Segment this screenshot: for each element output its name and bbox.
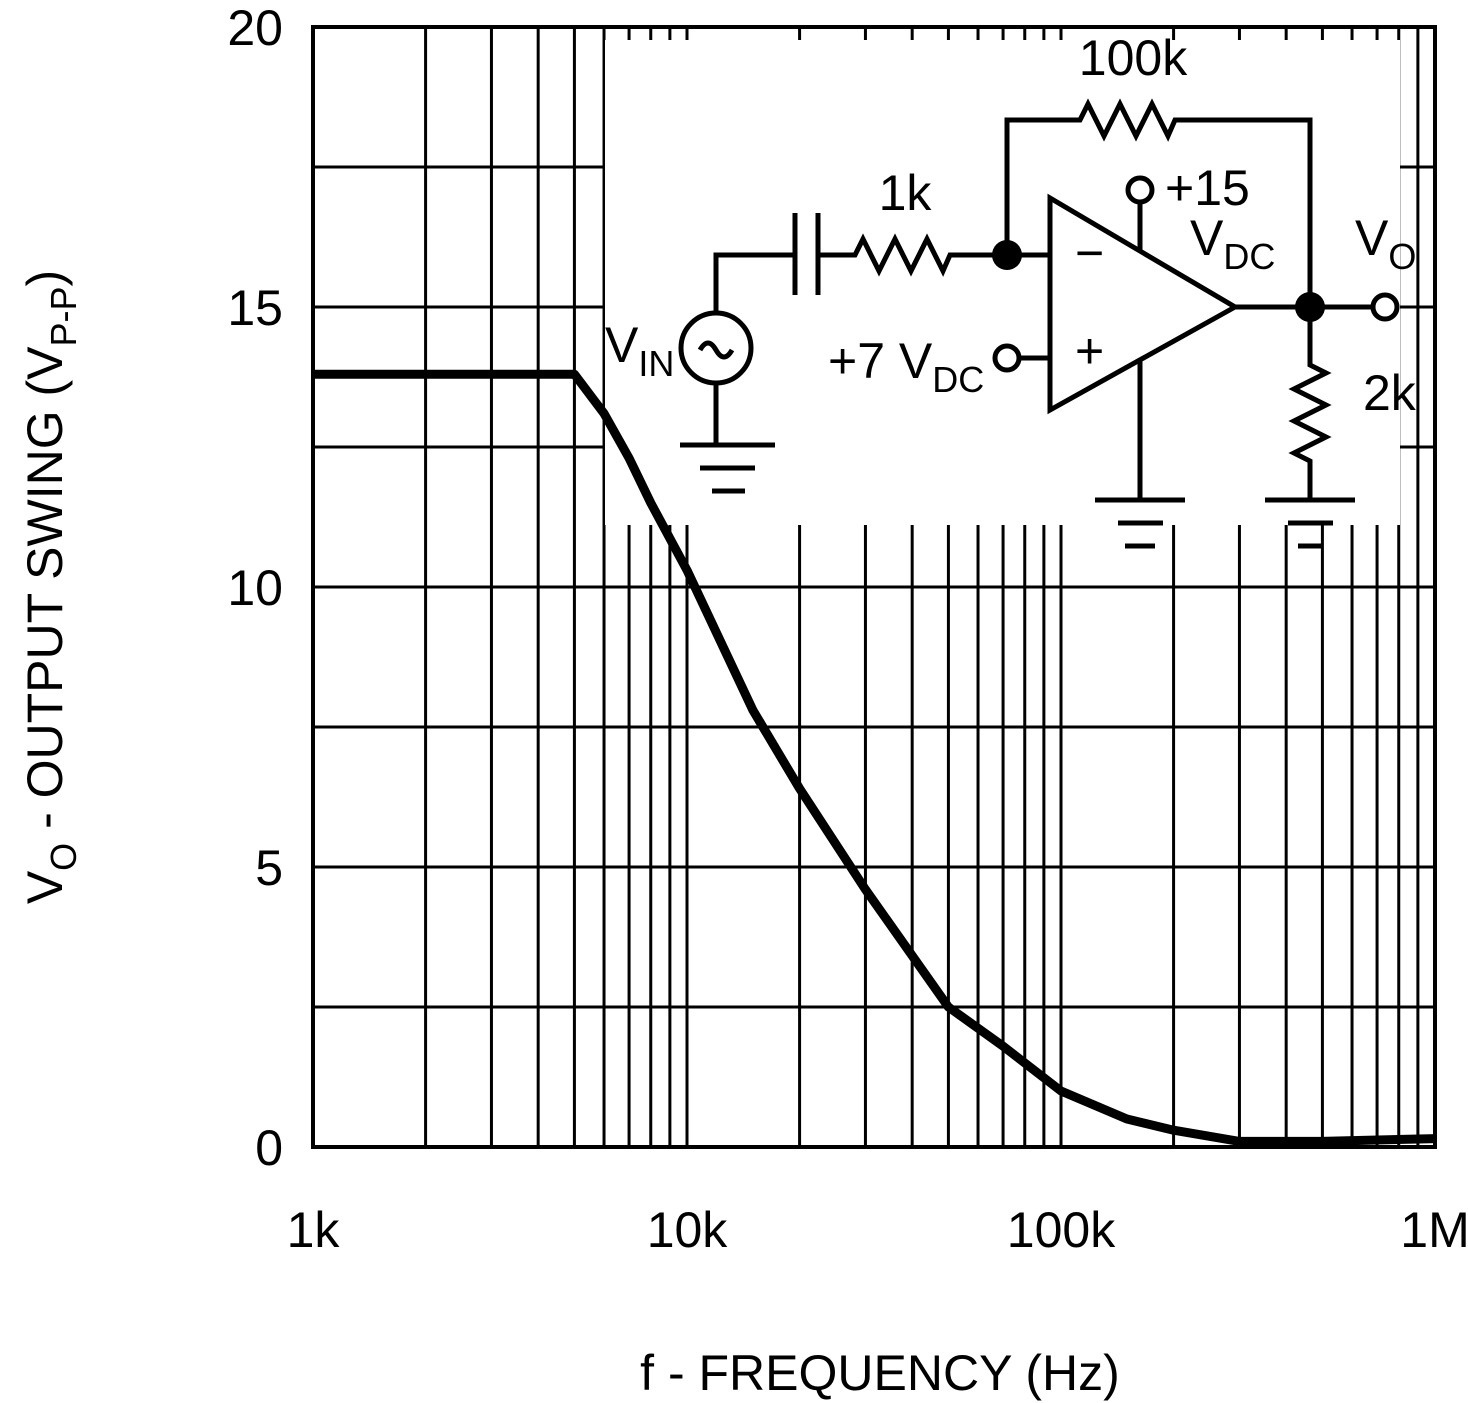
label-part: V	[17, 870, 73, 904]
label: +7 VDC	[828, 333, 984, 400]
label: V	[605, 317, 639, 373]
x-tick-label: 1M	[1400, 1202, 1468, 1258]
subscript: DC	[1223, 236, 1275, 277]
label: VDC	[1190, 210, 1275, 277]
label: V	[1355, 210, 1389, 266]
ground	[680, 383, 775, 494]
y-tick-label: 0	[255, 1120, 283, 1176]
circuit: 100k 1k +15 VDC VO − + +7 VDC 2k VIN	[605, 30, 1417, 549]
y-axis-label: VO - OUTPUT SWING (VP-P)	[17, 270, 84, 904]
y-tick-label: 10	[227, 560, 283, 616]
x-tick-label: 100k	[1007, 1202, 1116, 1258]
subscript: IN	[638, 343, 674, 384]
sine-symbol	[697, 340, 735, 360]
inset-background	[605, 40, 1400, 525]
terminal	[1370, 292, 1400, 322]
x-tick-label: 10k	[647, 1202, 729, 1258]
label: 1k	[879, 165, 933, 221]
subscript: P-P	[43, 286, 84, 346]
y-tick-label: 20	[227, 0, 283, 56]
label-part: )	[17, 270, 73, 287]
terminal	[1125, 175, 1155, 205]
subscript: O	[43, 843, 84, 871]
load-resistor	[1265, 307, 1355, 549]
label: V	[1190, 210, 1224, 266]
y-tick-label: 5	[255, 840, 283, 896]
line	[313, 369, 1436, 1146]
x-tick-label: 1k	[287, 1202, 341, 1258]
label: VIN	[605, 317, 674, 384]
terminal	[992, 343, 1022, 373]
y-tick-label: 15	[227, 280, 283, 336]
label: VO	[1355, 210, 1416, 277]
curve-layer	[313, 369, 1436, 1146]
label-part: - OUTPUT SWING (V	[17, 346, 73, 843]
label: +7 V	[828, 333, 933, 389]
op-amp	[1047, 193, 1241, 415]
label: −	[1075, 225, 1104, 281]
label: 2k	[1363, 365, 1417, 421]
input-path	[713, 213, 1050, 313]
x-axis-label: f - FREQUENCY (Hz)	[640, 1345, 1120, 1401]
subscript: O	[1388, 236, 1416, 277]
label: 100k	[1079, 30, 1188, 86]
plot-frame	[311, 25, 1437, 1149]
label: +	[1075, 323, 1104, 379]
subscript: DC	[932, 359, 984, 400]
feedback-path	[1004, 98, 1313, 307]
supply-wires	[1095, 202, 1185, 549]
label: +15	[1165, 160, 1250, 216]
